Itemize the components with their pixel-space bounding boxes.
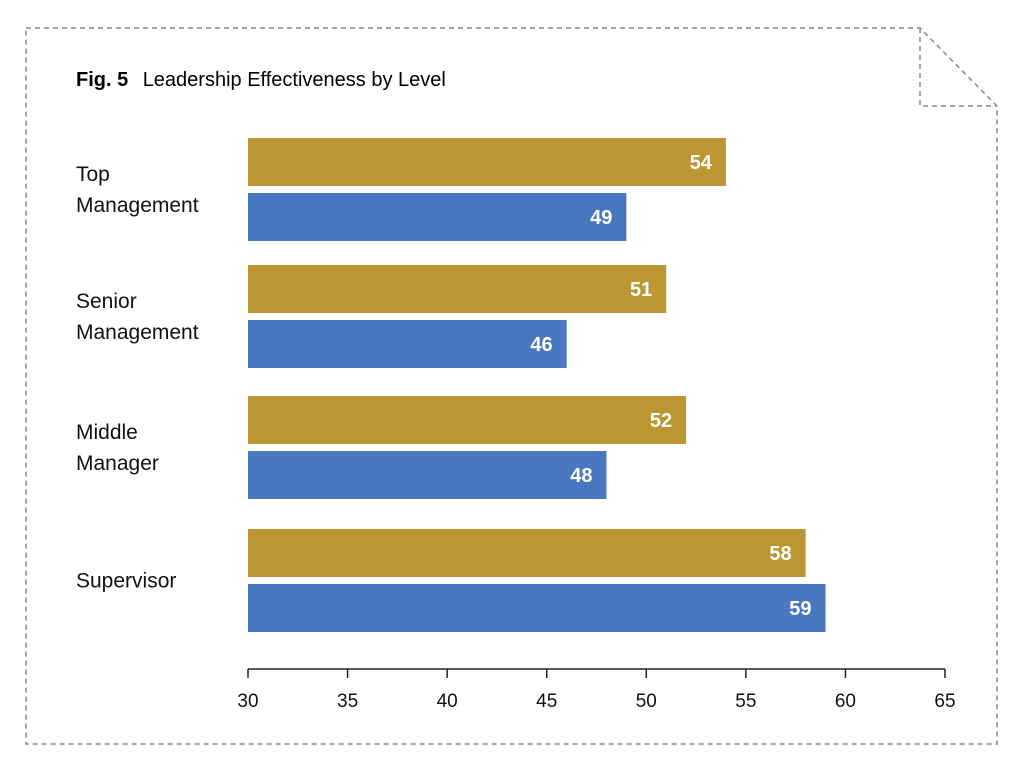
data-label: 52 [650, 410, 672, 432]
category-label-line: Management [76, 321, 199, 344]
figure-number: Fig. 5 [76, 69, 128, 91]
x-tick-label: 50 [636, 691, 657, 712]
bar-blue [248, 193, 627, 241]
data-label: 58 [769, 543, 791, 565]
bar-blue [248, 451, 607, 499]
category-label-line: Top [76, 163, 110, 186]
data-label: 51 [630, 279, 652, 301]
bar-blue [248, 584, 826, 632]
category-label-line: Manager [76, 452, 159, 475]
data-label: 54 [690, 152, 713, 174]
category-label-line: Middle [76, 421, 138, 444]
x-tick-label: 65 [934, 691, 955, 712]
data-label: 49 [590, 207, 612, 229]
category-label: Top Management [76, 163, 199, 217]
x-tick-label: 35 [337, 691, 358, 712]
category-label-line: Senior [76, 290, 137, 313]
bar-blue [248, 320, 567, 368]
plot-area: Top Management 54 49 Senior Management 51 46 Mid… [76, 138, 956, 712]
chart-title-text: Leadership Effectiveness by Level [143, 69, 446, 91]
x-tick-label: 60 [835, 691, 856, 712]
x-tick-label: 55 [735, 691, 756, 712]
data-label: 48 [570, 465, 592, 487]
bar-gold [248, 396, 687, 444]
data-label: 46 [530, 334, 552, 356]
category-label: Supervisor [76, 570, 176, 593]
x-tick-label: 40 [437, 691, 458, 712]
category-label-line: Supervisor [76, 570, 176, 593]
x-tick-label: 30 [237, 691, 258, 712]
bar-gold [248, 529, 806, 577]
category-label: Senior Management [76, 290, 199, 344]
x-tick-label: 45 [536, 691, 557, 712]
data-label: 59 [789, 598, 811, 620]
page-fold [919, 28, 997, 107]
bar-gold [248, 265, 667, 313]
category-label-line: Management [76, 194, 199, 217]
bar-gold [248, 138, 726, 186]
category-label: Middle Manager [76, 421, 159, 475]
chart-title: Fig. 5 Leadership Effectiveness by Level [76, 69, 446, 91]
page-border [25, 27, 998, 745]
